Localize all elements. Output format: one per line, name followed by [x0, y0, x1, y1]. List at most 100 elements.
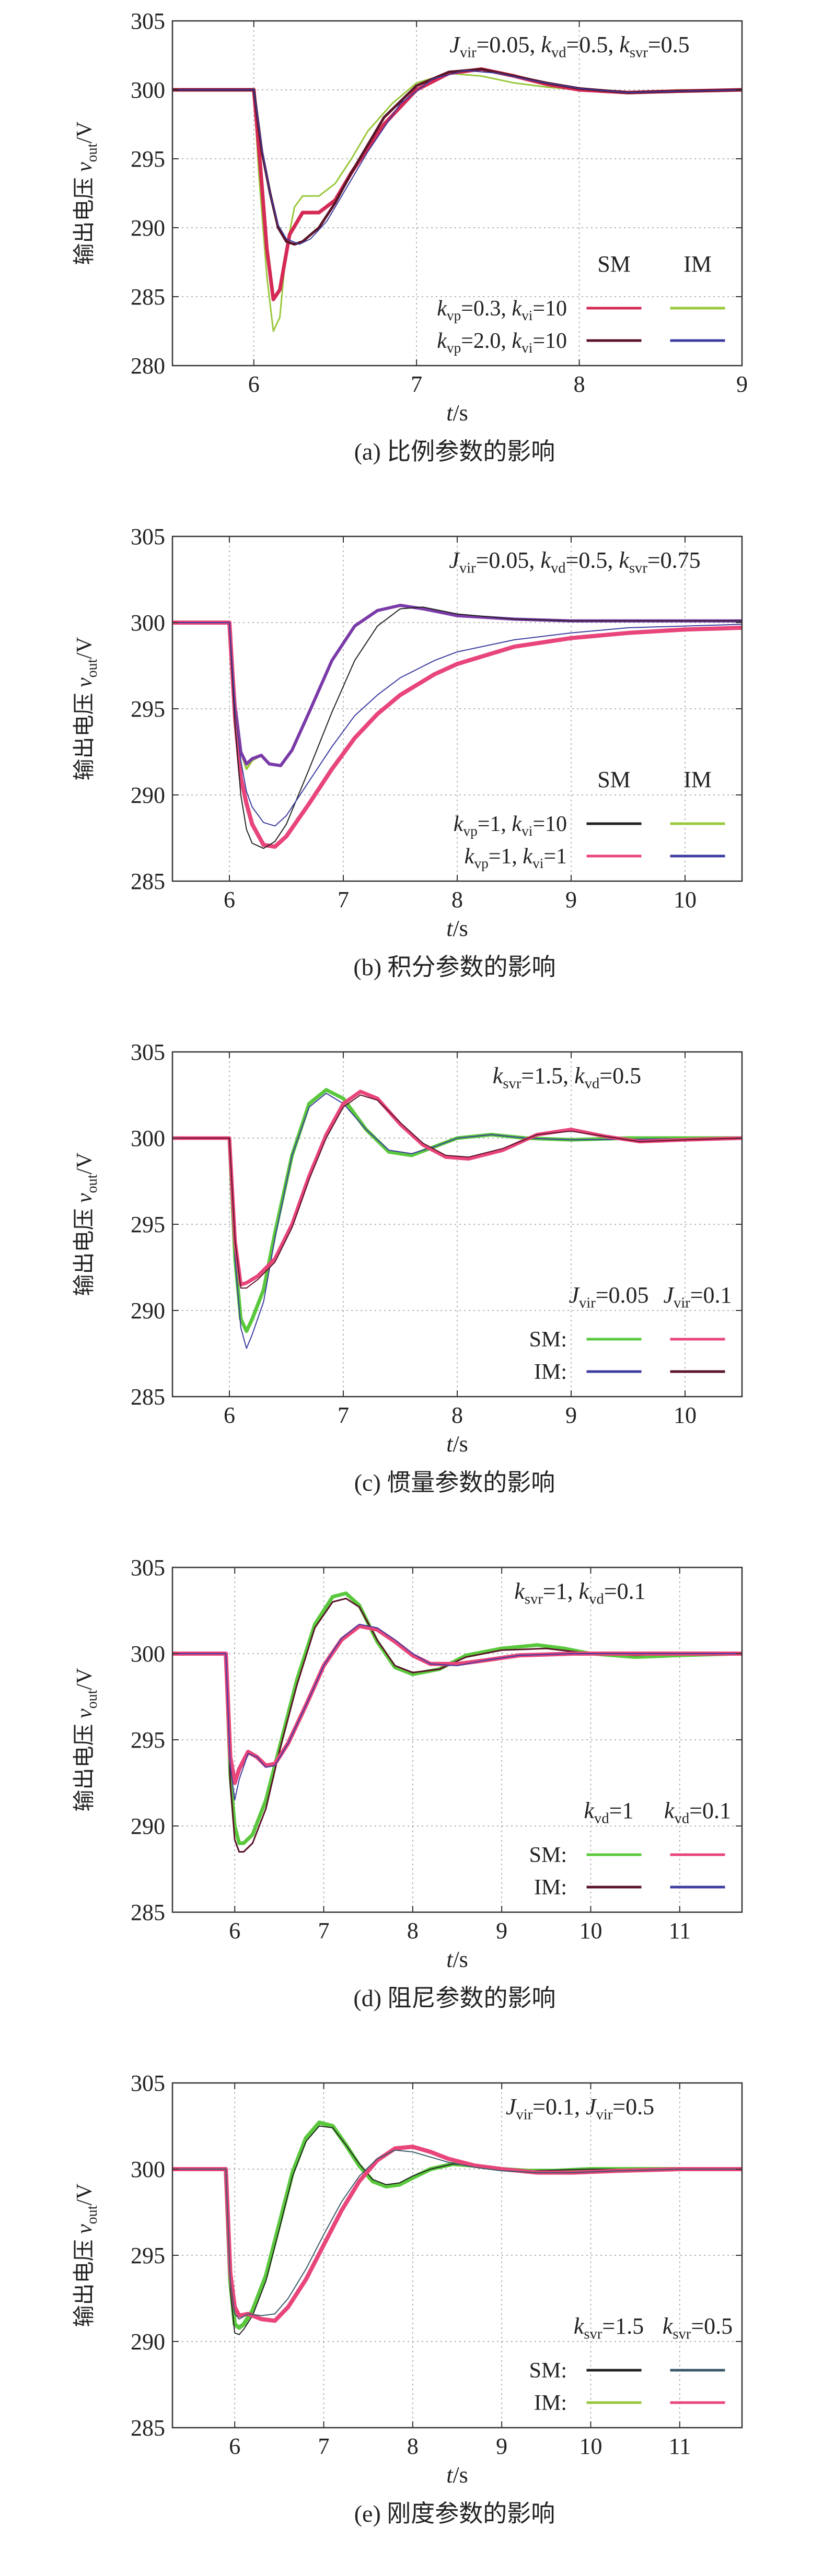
series-group: [172, 1088, 742, 1349]
text: =10: [532, 812, 567, 836]
text: =1.5: [602, 2313, 644, 2339]
subscript: vp: [447, 340, 461, 356]
series-line-3: [172, 2149, 742, 2320]
y-label-symbol: v: [73, 1193, 97, 1203]
y-axis-label: 输出电压 vout/V: [73, 122, 100, 265]
symbol: k: [541, 32, 552, 57]
y-tick-label: 290: [131, 2329, 165, 2355]
symbol: k: [465, 845, 475, 869]
y-label-text: 输出电压: [73, 1718, 97, 1812]
subscript: vir: [579, 1295, 596, 1312]
subscript: vi: [532, 856, 544, 871]
symbol: k: [574, 1063, 585, 1088]
x-label-unit: /s: [453, 916, 468, 941]
x-tick-label: 6: [229, 1918, 240, 1943]
series-line-0: [172, 1591, 742, 1845]
param-annotation: ksvr=1, kvd=0.1: [514, 1578, 645, 1608]
y-tick-label: 295: [131, 2243, 165, 2268]
y-label-sub: out: [84, 2205, 100, 2224]
y-tick-label: 290: [131, 1298, 165, 1324]
legend-row-label: SM:: [529, 1328, 567, 1352]
series-line-1: [172, 67, 742, 301]
x-tick-label: 9: [565, 887, 577, 912]
text: =10: [532, 297, 567, 321]
x-tick-label: 8: [574, 371, 585, 397]
symbol: k: [540, 547, 551, 573]
symbol: k: [663, 2313, 674, 2339]
text: =1.5,: [521, 1063, 574, 1088]
x-tick-label: 10: [674, 1402, 697, 1428]
x-tick-label: 9: [496, 1918, 507, 1943]
text: =0.05,: [476, 547, 541, 573]
subscript: vd: [551, 45, 566, 61]
y-tick-label: 305: [131, 8, 165, 34]
y-label-text: 输出电压: [73, 2234, 97, 2327]
x-label-symbol: t: [446, 1431, 454, 1457]
subscript: vd: [589, 1591, 604, 1608]
text: =0.5: [612, 2094, 654, 2120]
x-axis-label: t/s: [446, 1947, 468, 1972]
symbol: k: [579, 1578, 590, 1604]
x-tick-label: 7: [411, 371, 422, 397]
text: =1,: [478, 812, 512, 836]
chart-caption: (d) 阻尼参数的影响: [353, 1985, 555, 2011]
y-tick-label: 305: [131, 2070, 165, 2096]
y-tick-label: 300: [131, 1641, 165, 1667]
x-tick-label: 10: [579, 1918, 602, 1943]
y-tick-label: 285: [131, 1900, 165, 1925]
x-label-unit: /s: [453, 1947, 468, 1972]
y-axis-label: 输出电压 vout/V: [73, 637, 100, 781]
y-label-sub: out: [84, 659, 100, 677]
series-group: [172, 2120, 742, 2335]
y-label-symbol: v: [73, 162, 97, 172]
symbol: k: [512, 297, 522, 321]
y-axis-label: 输出电压 vout/V: [73, 1153, 100, 1296]
text: =0.75: [647, 547, 701, 573]
subscript: vir: [460, 45, 477, 61]
subscript: vir: [459, 560, 476, 577]
subscript: vi: [521, 340, 533, 356]
legend-header: Jvir=0.1: [663, 1282, 732, 1312]
text: =0.05,: [477, 32, 541, 57]
text: =0.5: [648, 32, 690, 57]
y-tick-label: 285: [131, 284, 165, 310]
y-tick-label: 280: [131, 353, 165, 379]
series-group: [172, 604, 742, 849]
x-tick-label: 11: [669, 1918, 691, 1943]
legend-header: IM: [683, 251, 712, 277]
text: =0.3,: [461, 297, 512, 321]
y-tick-label: 305: [131, 524, 165, 549]
series-line-0: [172, 1088, 742, 1333]
x-tick-label: 7: [338, 887, 349, 912]
legend-header: SM: [597, 251, 631, 277]
series-group: [172, 1591, 742, 1853]
series-line-3: [172, 606, 742, 849]
symbol: k: [574, 2313, 585, 2339]
symbol: k: [523, 845, 533, 869]
x-tick-label: 7: [338, 1402, 349, 1428]
text: =0.1: [604, 1578, 646, 1604]
y-tick-label: 290: [131, 782, 165, 808]
text: =1: [609, 1798, 634, 1823]
x-label-unit: /s: [453, 400, 468, 426]
subscript: vd: [585, 1076, 600, 1092]
legend-row-label: kvp=0.3, kvi=10: [437, 297, 567, 323]
y-tick-label: 305: [131, 1555, 165, 1580]
y-tick-label: 295: [131, 1212, 165, 1237]
text: =0.1: [690, 1282, 732, 1308]
x-label-symbol: t: [446, 400, 454, 426]
subscript: svr: [629, 560, 647, 577]
series-group: [172, 67, 742, 332]
y-label-text: 输出电压: [73, 172, 97, 265]
x-tick-label: 7: [318, 1918, 330, 1943]
subscript: vi: [521, 823, 533, 839]
x-label-unit: /s: [453, 2462, 468, 2488]
y-tick-label: 295: [131, 1727, 165, 1753]
legend-row-label: kvp=1, kvi=10: [454, 812, 567, 839]
y-label-sub: out: [84, 1174, 100, 1193]
symbol: k: [664, 1798, 675, 1823]
y-tick-label: 285: [131, 1384, 165, 1410]
y-tick-label: 285: [131, 869, 165, 894]
x-label-symbol: t: [446, 2462, 454, 2488]
series-line-2: [172, 620, 742, 849]
